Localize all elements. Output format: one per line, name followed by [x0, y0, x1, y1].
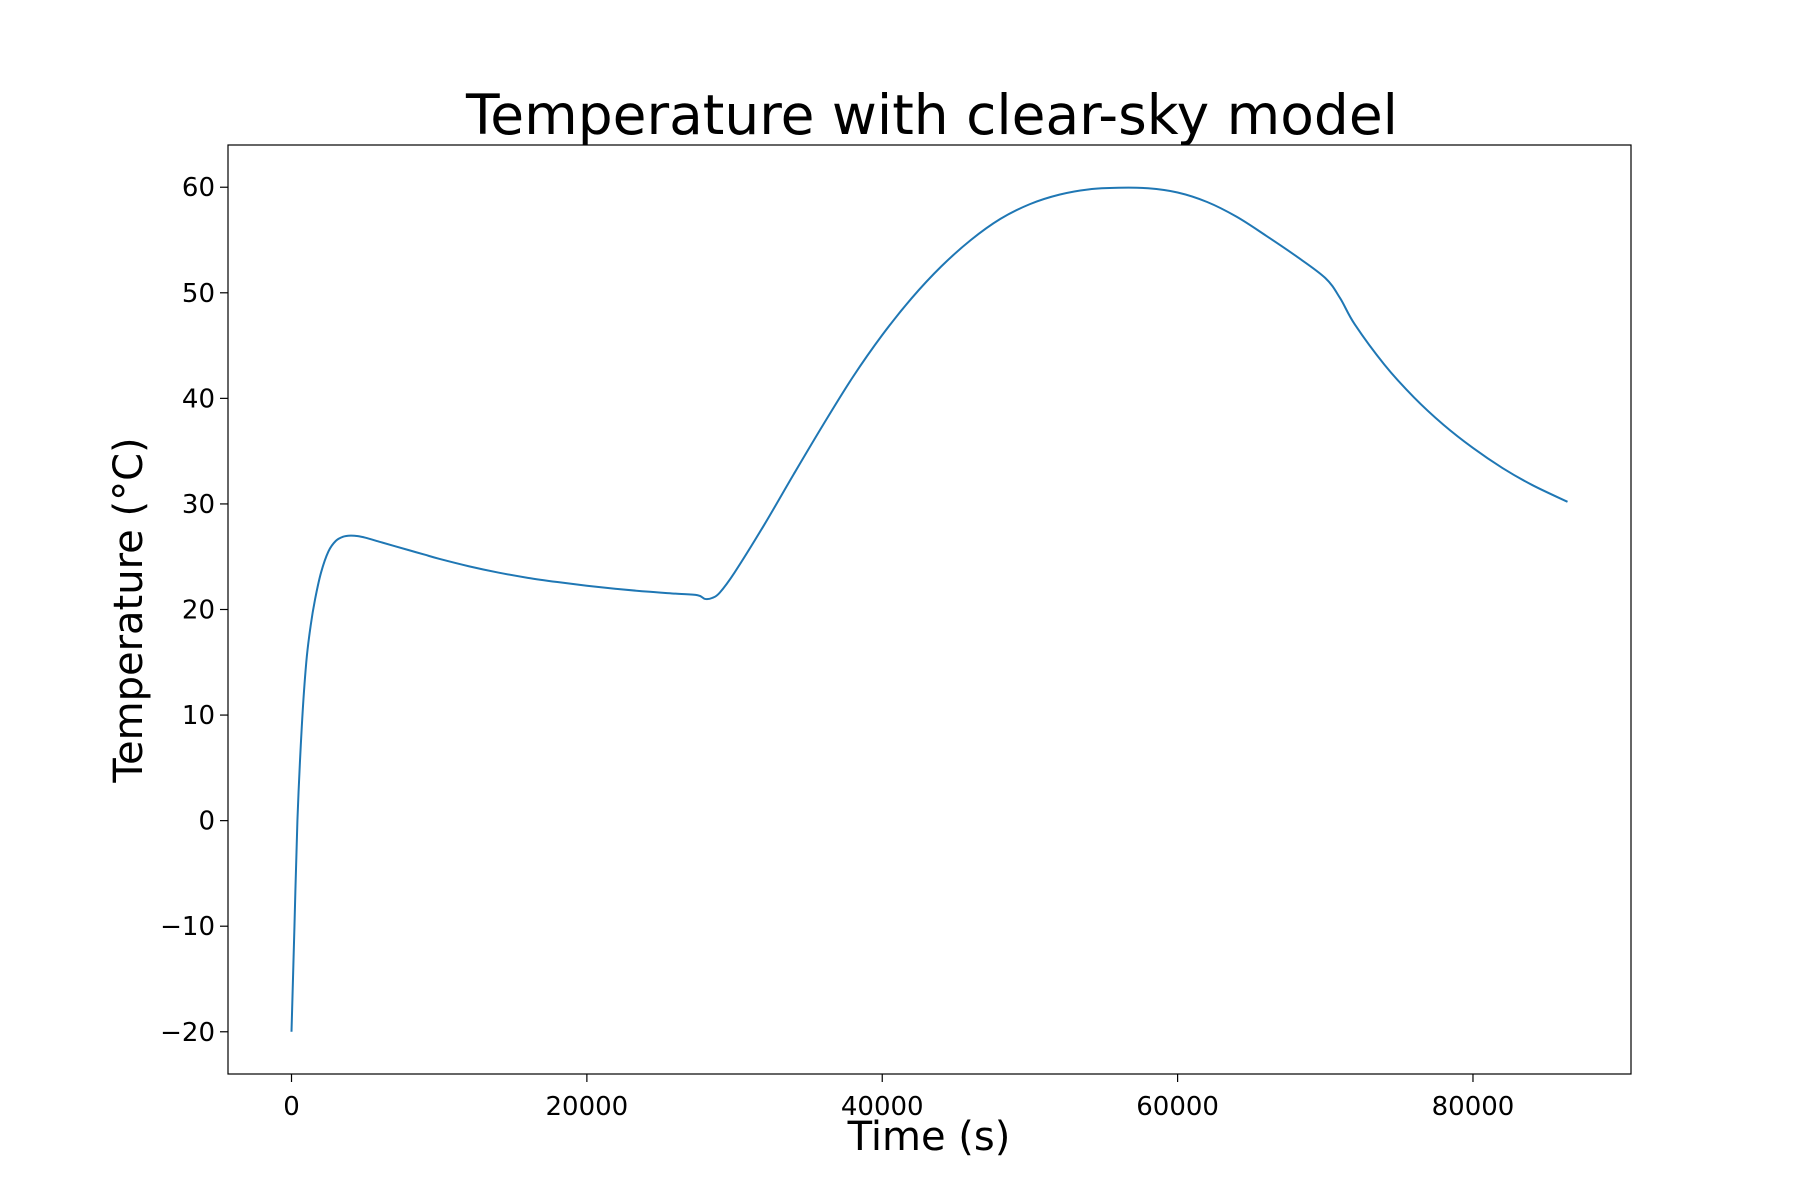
y-tick-label: −20 [160, 1018, 215, 1048]
y-tick-label: −10 [160, 912, 215, 942]
temperature-series-line [290, 186, 1568, 1032]
y-tick-label: 50 [182, 279, 215, 309]
x-tick-label: 80000 [1432, 1092, 1515, 1122]
y-tick-label: 0 [198, 807, 215, 837]
chart-title: Temperature with clear-sky model [465, 83, 1398, 147]
plot-area [290, 186, 1568, 1032]
y-tick-label: 60 [182, 173, 215, 203]
y-tick-label: 10 [182, 701, 215, 731]
y-axis-label: Temperature (°C) [106, 437, 152, 783]
x-tick-label: 40000 [841, 1092, 924, 1122]
x-axis-label: Time (s) [847, 1114, 1011, 1160]
x-tick-label: 0 [283, 1092, 300, 1122]
y-tick-label: 40 [182, 384, 215, 414]
x-tick-label: 20000 [546, 1092, 629, 1122]
y-tick-label: 20 [182, 596, 215, 626]
y-tick-label: 30 [182, 490, 215, 520]
x-tick-label: 60000 [1136, 1092, 1219, 1122]
y-axis-ticks: −20 −10 0 10 20 30 40 50 60 [160, 173, 228, 1048]
x-axis-ticks: 0 20000 40000 60000 80000 [283, 1074, 1514, 1122]
